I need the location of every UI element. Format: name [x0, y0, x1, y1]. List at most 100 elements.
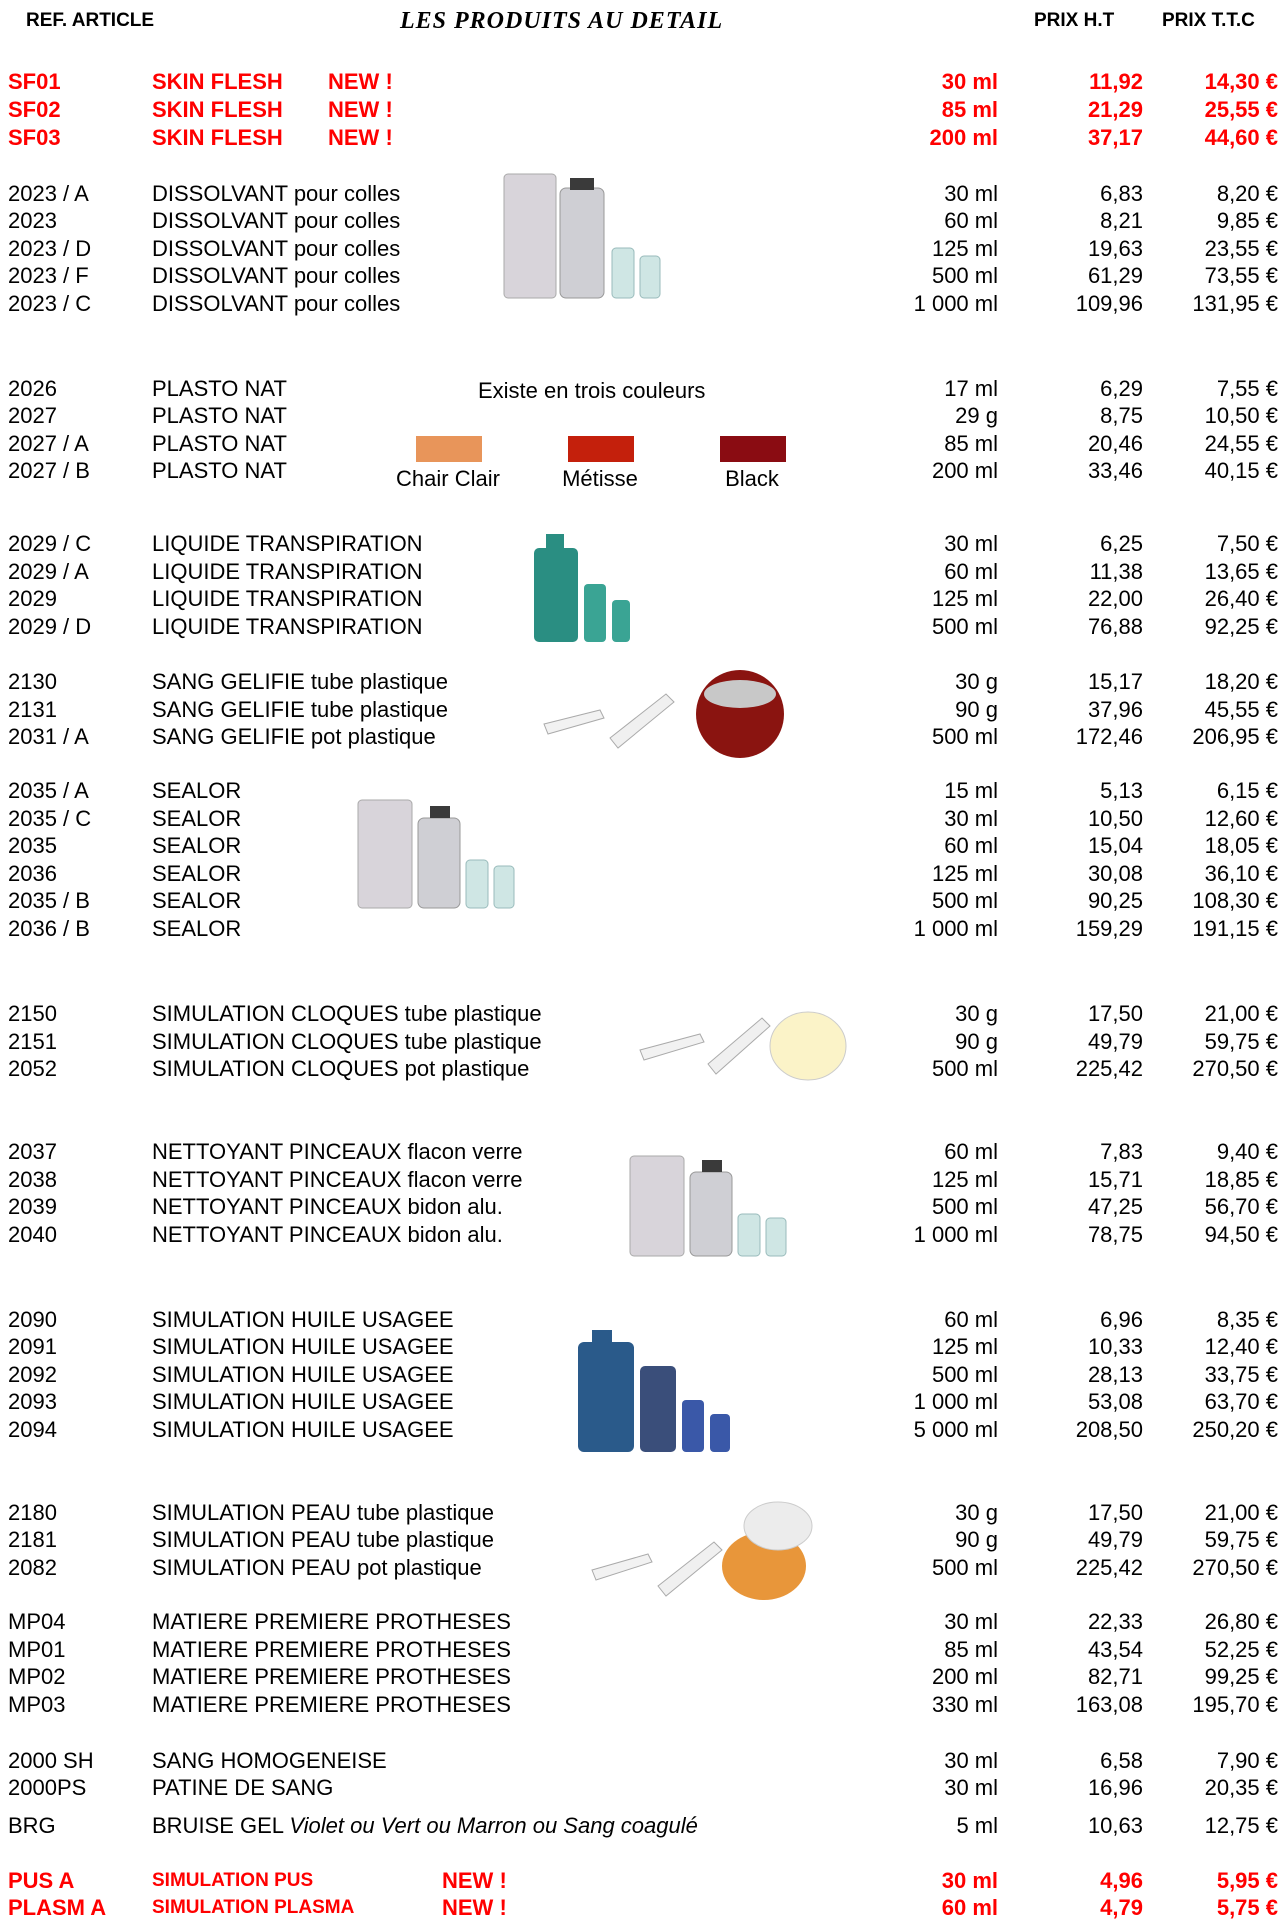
row-price-ttc: 5,75 €: [1216, 1895, 1278, 1920]
row-ref: 2092: [8, 1362, 57, 1387]
row-price-ht: 6,96: [1100, 1307, 1143, 1332]
row-price-ttc: 92,25 €: [1204, 614, 1278, 639]
row-ref: 2029 / A: [8, 559, 89, 584]
row-ref: 2035: [8, 833, 57, 858]
table-row: 2039 NETTOYANT PINCEAUX bidon alu. 500 ml 4…: [0, 1193, 1288, 1220]
row-quantity: 1 000 ml: [913, 291, 998, 316]
row-ref: 2038: [8, 1167, 57, 1192]
row-name: SIMULATION PEAU tube plastique: [152, 1500, 494, 1525]
row-price-ttc: 9,85 €: [1216, 208, 1278, 233]
row-quantity: 125 ml: [931, 861, 998, 886]
row-quantity: 500 ml: [931, 263, 998, 288]
sang-gelifie-tubes-image: [543, 670, 784, 758]
row-price-ht: 6,25: [1100, 531, 1143, 556]
row-name: SEALOR: [152, 833, 242, 858]
row-ref: 2029 / C: [8, 531, 92, 556]
table-row: 2091 SIMULATION HUILE USAGEE 125 ml 10,33 12…: [0, 1333, 1288, 1360]
row-ref: 2035 / C: [8, 806, 92, 831]
swatch-label-chair-clair: Chair Clair: [396, 466, 500, 491]
row-name: SIMULATION CLOQUES pot plastique: [152, 1056, 530, 1081]
row-name: NETTOYANT PINCEAUX bidon alu.: [152, 1194, 503, 1219]
row-price-ht: 5,13: [1100, 778, 1143, 803]
row-name: DISSOLVANT pour colles: [152, 208, 401, 233]
row-quantity: 30 ml: [944, 1775, 998, 1800]
table-row: 2029 / A LIQUIDE TRANSPIRATION 60 ml 11,38 1…: [0, 558, 1288, 585]
row-quantity: 60 ml: [944, 559, 998, 584]
row-price-ttc: 24,55 €: [1204, 431, 1278, 456]
row-name: DISSOLVANT pour colles: [152, 181, 401, 206]
row-price-ht: 82,71: [1087, 1664, 1143, 1689]
row-ref: 2091: [8, 1334, 57, 1359]
table-row: 2035 / A SEALOR 15 ml 5,13 6,15 €: [0, 777, 1288, 804]
row-price-ttc: 8,35 €: [1216, 1307, 1278, 1332]
row-price-ht: 49,79: [1087, 1029, 1143, 1054]
row-price-ttc: 18,85 €: [1204, 1167, 1278, 1192]
table-row: 2031 / A SANG GELIFIE pot plastique 500 ml…: [0, 723, 1288, 750]
new-badge: NEW !: [328, 69, 393, 94]
liquide-transpiration-bottles-image: [534, 534, 630, 642]
row-price-ht: 6,58: [1100, 1748, 1143, 1773]
row-quantity: 200 ml: [929, 125, 999, 150]
table-row: 2027 PLASTO NAT 29 g 8,75 10,50 €: [0, 402, 1288, 429]
row-ref: 2023 / C: [8, 291, 92, 316]
dissolvant-bottles-image: [503, 173, 661, 299]
row-price-ttc: 131,95 €: [1192, 291, 1278, 316]
row-name: SANG HOMOGENEISE: [152, 1748, 387, 1773]
row-quantity: 30 ml: [944, 1748, 998, 1773]
row-name: SIMULATION HUILE USAGEE: [152, 1362, 454, 1387]
row-price-ht: 225,42: [1075, 1056, 1143, 1081]
row-name: PLASTO NAT: [152, 431, 287, 456]
row-name: SKIN FLESH: [152, 125, 283, 150]
row-name: SKIN FLESH: [152, 97, 283, 122]
row-quantity: 125 ml: [931, 1167, 998, 1192]
row-quantity: 200 ml: [931, 458, 998, 483]
row-price-ht: 19,63: [1087, 236, 1143, 261]
table-row: 2093 SIMULATION HUILE USAGEE 1 000 ml 53,08…: [0, 1388, 1288, 1415]
new-badge: NEW !: [328, 97, 393, 122]
table-row: 2035 / C SEALOR 30 ml 10,50 12,60 €: [0, 805, 1288, 832]
row-ref: SF03: [8, 125, 61, 150]
row-quantity: 500 ml: [931, 888, 998, 913]
row-price-ttc: 23,55 €: [1204, 236, 1278, 261]
swatch-black: [720, 436, 786, 462]
row-ref: MP02: [8, 1664, 66, 1689]
row-name: SIMULATION PEAU pot plastique: [152, 1555, 482, 1580]
row-price-ht: 225,42: [1075, 1555, 1143, 1580]
table-row: 2026 PLASTO NAT 17 ml 6,29 7,55 €: [0, 375, 1288, 402]
row-ref: 2036: [8, 861, 57, 886]
table-row: 2029 LIQUIDE TRANSPIRATION 125 ml 22,00 26,4…: [0, 585, 1288, 612]
row-price-ttc: 250,20 €: [1192, 1417, 1278, 1442]
row-price-ht: 78,75: [1087, 1222, 1143, 1247]
row-price-ttc: 191,15 €: [1192, 916, 1278, 941]
row-quantity: 15 ml: [944, 778, 998, 803]
row-price-ttc: 7,50 €: [1216, 531, 1278, 556]
row-name: SIMULATION PUS: [152, 1870, 314, 1891]
row-name: PLASTO NAT: [152, 376, 287, 401]
row-name: PATINE DE SANG: [152, 1775, 334, 1800]
row-quantity: 5 ml: [956, 1813, 998, 1838]
table-row: 2023 / C DISSOLVANT pour colles 1 000 ml 10…: [0, 290, 1288, 317]
row-quantity: 30 ml: [941, 1868, 998, 1893]
row-price-ht: 20,46: [1087, 431, 1143, 456]
row-price-ttc: 33,75 €: [1204, 1362, 1278, 1387]
row-quantity: 500 ml: [931, 1555, 998, 1580]
plasto-note: Existe en trois couleurs: [478, 378, 706, 403]
row-price-ht: 90,25: [1087, 888, 1143, 913]
row-name: SIMULATION HUILE USAGEE: [152, 1417, 454, 1442]
row-ref: 2000PS: [8, 1775, 87, 1800]
table-row: 2023 / F DISSOLVANT pour colles 500 ml 61,2…: [0, 262, 1288, 289]
row-price-ht: 6,83: [1100, 181, 1143, 206]
row-quantity: 500 ml: [931, 1362, 998, 1387]
row-name: LIQUIDE TRANSPIRATION: [152, 531, 423, 556]
row-name: SEALOR: [152, 778, 242, 803]
row-quantity: 30 ml: [944, 806, 998, 831]
row-ref: 2037: [8, 1139, 57, 1164]
table-row: MP03 MATIERE PREMIERE PROTHESES 330 ml 163,…: [0, 1691, 1288, 1718]
row-quantity: 125 ml: [931, 1334, 998, 1359]
row-price-ht: 22,33: [1087, 1609, 1143, 1634]
row-name: SANG GELIFIE tube plastique: [152, 669, 448, 694]
row-ref: 2027 / B: [8, 458, 90, 483]
row-quantity: 29 g: [955, 403, 998, 428]
row-price-ttc: 206,95 €: [1192, 724, 1278, 749]
row-ref: 2082: [8, 1555, 57, 1580]
